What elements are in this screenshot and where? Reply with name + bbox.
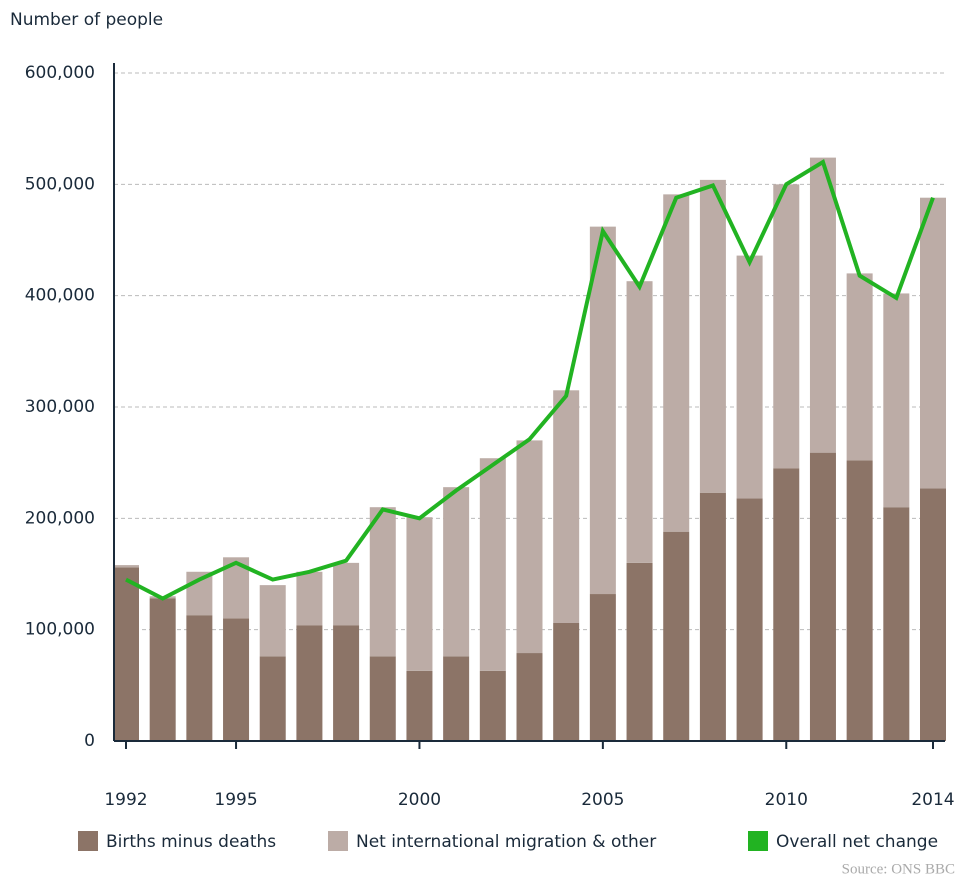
bar [479, 670, 506, 741]
bar [809, 452, 836, 741]
bar [406, 517, 433, 671]
bar [699, 179, 726, 493]
y-tick-label: 300,000 [25, 397, 95, 417]
y-tick-label: 600,000 [25, 63, 95, 83]
bar [479, 458, 506, 671]
bar [406, 670, 433, 741]
bar [736, 255, 763, 499]
bar [186, 615, 213, 741]
bar [883, 293, 910, 508]
bar [333, 625, 360, 741]
bar [920, 197, 946, 489]
bar [553, 390, 580, 623]
bar [443, 487, 470, 657]
bar [369, 507, 396, 657]
bar [443, 656, 470, 741]
bar [809, 157, 836, 453]
x-tick-label: 2010 [765, 790, 808, 810]
bar [663, 194, 690, 532]
bar [296, 571, 323, 626]
legend-swatch [748, 831, 768, 851]
bar [113, 565, 139, 568]
source: Source: ONS BBC [842, 861, 955, 877]
bar [589, 594, 616, 741]
bar [699, 492, 726, 741]
legend-label: Net international migration & other [356, 832, 656, 852]
bar [516, 653, 543, 741]
x-tick-label: 1995 [214, 790, 257, 810]
bar [920, 488, 946, 741]
y-tick-label: 500,000 [25, 174, 95, 194]
bar [296, 625, 323, 741]
bar [149, 598, 176, 741]
bar [333, 562, 360, 626]
bar [516, 440, 543, 654]
bar [736, 498, 763, 741]
bar [113, 567, 139, 741]
y-tick-label: 400,000 [25, 286, 95, 306]
legend-swatch [328, 831, 348, 851]
bar [223, 618, 250, 741]
bar [553, 622, 580, 741]
bar [259, 585, 286, 657]
bar [846, 460, 873, 741]
legend-label: Overall net change [776, 832, 938, 852]
y-tick-label: 100,000 [25, 620, 95, 640]
bar [846, 273, 873, 461]
y-axis-label: Number of people [10, 10, 163, 30]
x-tick-label: 2005 [581, 790, 624, 810]
line [125, 159, 935, 601]
bar [626, 281, 653, 563]
bar [663, 531, 690, 741]
legend-label: Births minus deaths [106, 832, 276, 852]
legend-swatch [78, 831, 98, 851]
x-tick-label: 2000 [398, 790, 441, 810]
y-tick-label: 200,000 [25, 508, 95, 528]
x-tick-label: 2014 [911, 790, 954, 810]
bar [773, 184, 800, 469]
bar [369, 656, 396, 741]
x-tick-label: 1992 [104, 790, 147, 810]
bar [883, 507, 910, 741]
bar [773, 468, 800, 741]
bar [626, 562, 653, 741]
y-tick-label: 0 [84, 731, 95, 751]
bar [589, 226, 616, 595]
bar [259, 656, 286, 741]
